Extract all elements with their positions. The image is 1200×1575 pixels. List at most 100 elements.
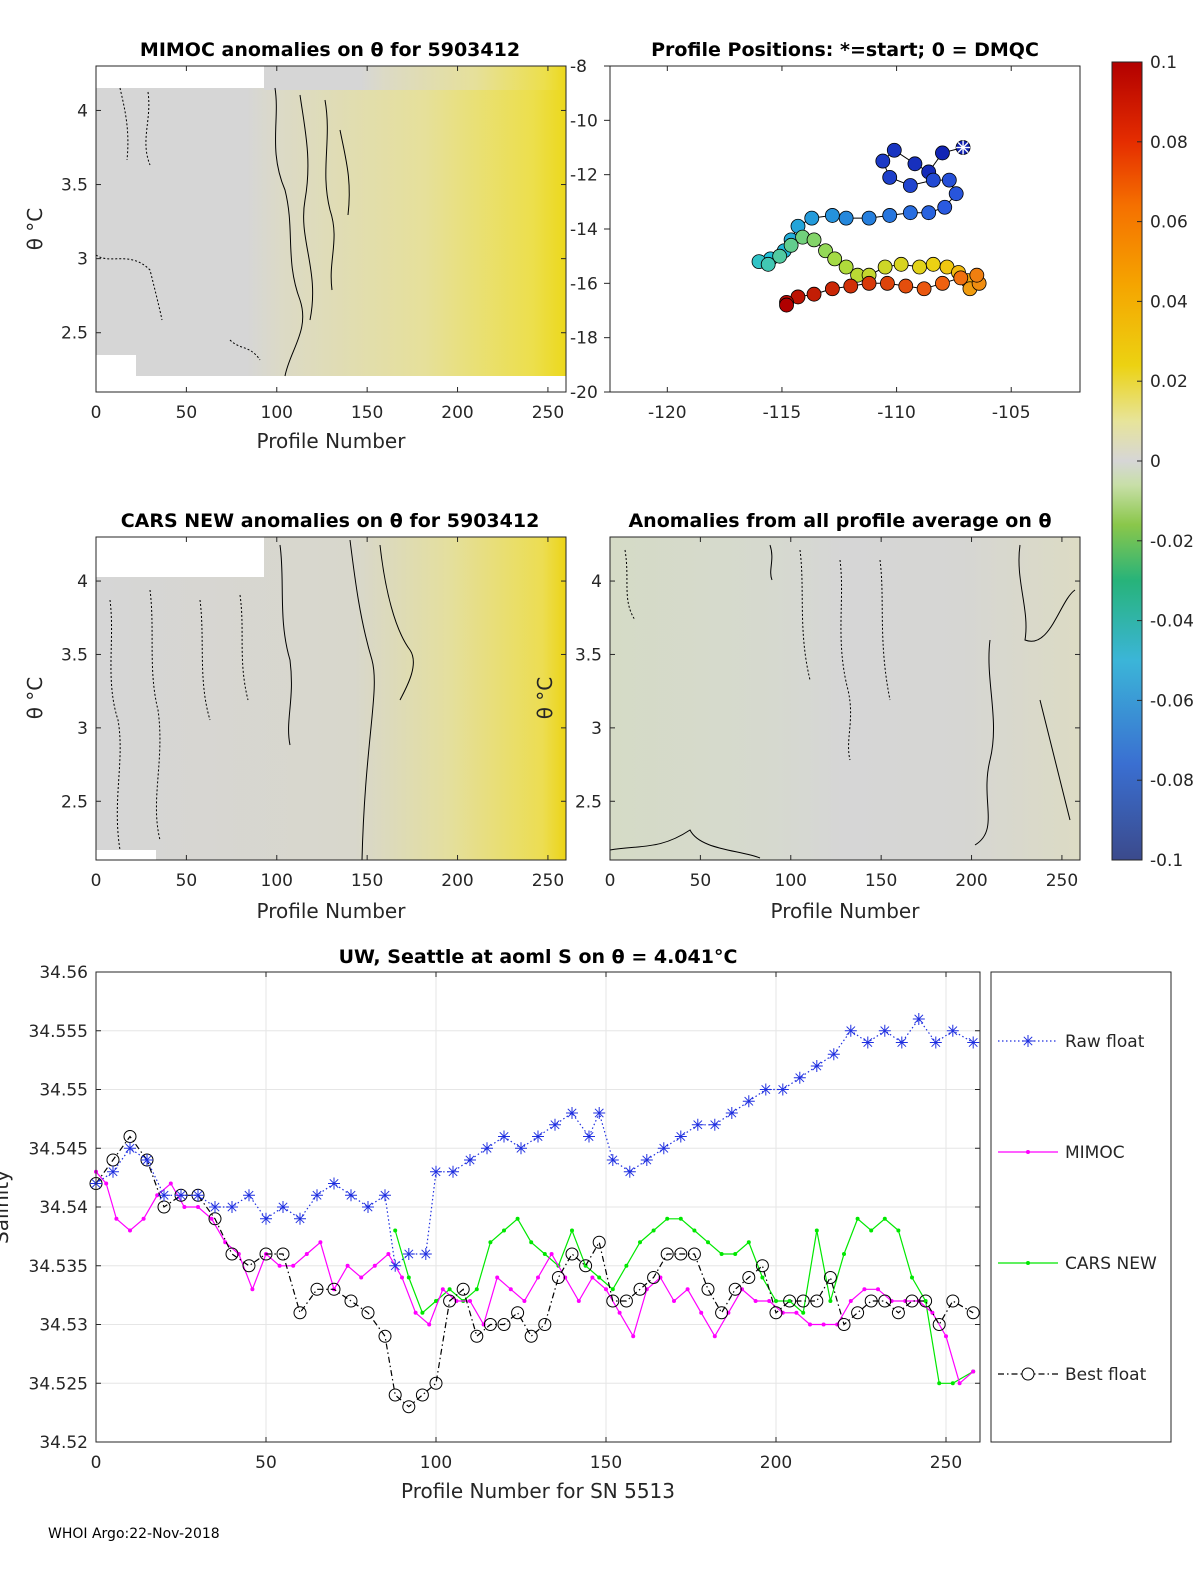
data-point-circle [361,1306,375,1320]
position-marker [877,259,893,275]
data-point-circle [769,1306,783,1320]
data-point-star [533,1131,543,1142]
data-point-dot [685,1287,690,1292]
legend-marker [1023,1036,1033,1046]
legend-label: MIMOC [1065,1143,1125,1163]
data-point-star [312,1190,322,1200]
cars-contours [109,539,414,861]
data-point-star [676,1131,686,1142]
legend-marker [1026,1150,1030,1154]
x-tick-label: 150 [590,1453,622,1473]
y-tick-label: 3.5 [61,176,88,196]
mimoc-y-ticks: 2.5 3 3.5 4 [61,101,566,344]
position-marker [843,278,859,294]
data-point-dot [318,1240,323,1245]
data-point-star [448,1167,458,1177]
allprofile-contour [879,559,891,701]
data-point-dot [277,1263,282,1268]
colorbar-tick-label: 0.04 [1150,292,1188,312]
allprofile-x-ticks: 0 50 100 150 200 250 [605,537,1078,891]
y-tick-label: 4 [591,572,602,592]
data-point-dot [304,1252,309,1256]
data-point-dot [665,1216,670,1221]
data-point-star [346,1190,356,1200]
colorbar-tick-label: -0.08 [1150,771,1194,791]
data-point-circle [579,1259,593,1273]
mimoc-field [96,66,566,377]
mimoc-x-ticks: 0 50 100 150 200 250 [91,66,564,423]
mimoc-contour [324,99,335,291]
data-point-star [584,1131,594,1142]
data-point-dot [712,1334,717,1339]
data-point-dot [842,1252,846,1256]
data-point-circle [891,1306,905,1320]
data-point-circle [851,1306,865,1320]
cars-contour [239,594,249,701]
allprofile-contour [1039,699,1071,821]
allprofile-xlabel: Profile Number [771,899,921,923]
data-point-dot [406,1275,411,1280]
position-marker [804,210,820,226]
y-tick-label: 4 [77,101,88,121]
data-point-star [608,1155,618,1165]
data-point-circle [327,1282,341,1296]
x-tick-label: 150 [865,871,897,891]
y-tick-label: -10 [570,111,598,131]
mimoc-ylabel: θ °C [23,208,47,251]
cars-field-fill [96,537,566,860]
legend-items: Raw float MIMOC CARS NEW Best float [998,1032,1157,1385]
position-marker [882,208,898,223]
position-marker [882,169,898,185]
data-point-circle [864,1294,878,1308]
y-tick-label: 3 [591,719,602,739]
x-tick-label: 100 [261,871,293,891]
data-point-dot [250,1287,255,1292]
legend-marker [1021,1367,1035,1381]
data-point-star [931,1037,941,1048]
data-point-dot [196,1205,200,1209]
data-point-star [863,1037,873,1048]
data-point-dot [746,1240,751,1245]
colorbar-tick-label: -0.04 [1150,612,1194,632]
position-marker [827,251,843,267]
start-star-stroke [957,142,969,153]
series-line [95,1171,974,1385]
y-tick-label: 2.5 [61,792,88,812]
data-point-dot [502,1228,506,1233]
data-point-dot [447,1287,452,1292]
y-tick-label: 34.535 [29,1257,88,1277]
data-point-star [897,1037,907,1048]
colorbar-tick-label: 0.02 [1150,372,1188,392]
position-marker [838,210,854,226]
data-point-circle [742,1271,756,1284]
data-point-star [108,1167,118,1177]
y-tick-label: -12 [570,166,598,186]
cars-y-ticks: 2.5 3 3.5 4 [61,572,566,812]
allprofile-panel: Anomalies from all profile average on θ … [533,510,1081,923]
position-marker [880,275,895,291]
colorbar-tick-label: 0 [1150,452,1161,472]
positions-panel: Profile Positions: *=start; 0 = DMQC -12… [570,39,1081,423]
x-tick-label: 200 [441,403,473,423]
data-point-dot [882,1216,887,1221]
allprofile-contour [609,829,761,859]
data-point-star [482,1143,492,1153]
mimoc-title: MIMOC anomalies on θ for 5903412 [140,39,520,61]
mimoc-contour [229,339,261,361]
x-tick-label: 250 [532,871,564,891]
legend-box [990,971,1172,1443]
y-tick-label: 34.525 [29,1374,88,1394]
position-marker [806,232,822,248]
data-point-star [176,1190,186,1200]
allprofile-ylabel: θ °C [533,677,557,720]
y-tick-label: 34.555 [29,1022,88,1042]
cars-contour [349,539,375,861]
x-tick-label: -110 [877,403,916,423]
series-raw-float [90,1013,980,1272]
legend-label: Raw float [1065,1032,1145,1052]
data-point-circle [483,1318,497,1331]
y-tick-label: -18 [570,329,598,349]
data-point-star [142,1155,152,1165]
data-point-dot [508,1287,513,1292]
data-point-star [968,1037,978,1048]
